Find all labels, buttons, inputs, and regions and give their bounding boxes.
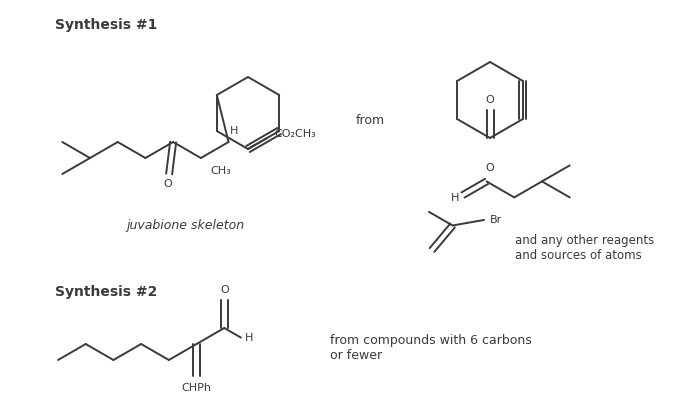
Text: O: O xyxy=(486,95,494,105)
Text: from compounds with 6 carbons
or fewer: from compounds with 6 carbons or fewer xyxy=(330,334,532,362)
Text: Synthesis #2: Synthesis #2 xyxy=(55,285,158,299)
Text: juvabione skeleton: juvabione skeleton xyxy=(126,219,244,231)
Text: O: O xyxy=(220,285,229,295)
Text: and any other reagents
and sources of atoms: and any other reagents and sources of at… xyxy=(515,234,655,262)
Text: CHPh: CHPh xyxy=(181,383,211,393)
Text: CO₂CH₃: CO₂CH₃ xyxy=(274,129,316,139)
Text: H: H xyxy=(451,193,459,203)
Text: O: O xyxy=(164,179,172,189)
Text: H: H xyxy=(245,332,253,343)
Text: CH₃: CH₃ xyxy=(210,166,231,177)
Text: Synthesis #1: Synthesis #1 xyxy=(55,18,158,32)
Text: Br: Br xyxy=(490,215,502,225)
Text: from: from xyxy=(356,114,384,126)
Text: H: H xyxy=(230,126,238,136)
Text: O: O xyxy=(485,163,494,173)
